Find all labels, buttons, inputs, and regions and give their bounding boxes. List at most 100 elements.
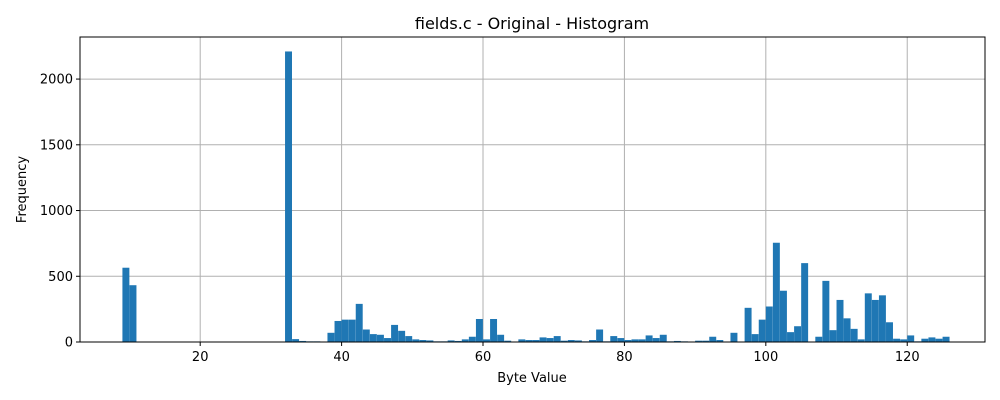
bar-50	[412, 339, 420, 342]
x-tick-label-120: 120	[895, 350, 920, 365]
bar-44	[369, 334, 377, 342]
bar-56	[454, 340, 462, 342]
bar-62	[497, 334, 505, 342]
bar-97	[744, 307, 752, 342]
bar-95	[730, 332, 738, 342]
bar-57	[461, 339, 469, 342]
bar-104	[794, 326, 802, 342]
y-tick-label-2000: 2000	[40, 73, 73, 88]
bar-66	[525, 340, 533, 342]
bar-33	[292, 339, 300, 342]
x-tick-label-80: 80	[616, 350, 633, 365]
bar-110	[836, 299, 844, 342]
bar-81	[631, 339, 639, 342]
bar-108	[822, 280, 830, 342]
x-tick-label-100: 100	[753, 350, 778, 365]
bar-49	[405, 336, 413, 342]
bar-92	[709, 336, 717, 342]
bar-45	[376, 334, 384, 342]
bar-115	[871, 299, 879, 342]
bar-102	[779, 290, 787, 342]
bar-68	[539, 337, 547, 342]
axis-ticks: 20 40 60 80 100 120 0 500 1000 1500 2000	[40, 73, 920, 365]
bar-60	[483, 339, 490, 342]
bar-100	[765, 306, 773, 342]
bar-83	[645, 335, 653, 342]
bar-112	[850, 328, 858, 342]
bar-113	[857, 339, 865, 342]
bar-55	[447, 340, 455, 342]
bar-63	[504, 340, 512, 342]
y-tick-label-1000: 1000	[40, 204, 73, 219]
bar-103	[787, 332, 794, 342]
histogram-bars	[122, 51, 950, 342]
bar-105	[801, 263, 809, 342]
bar-87	[673, 340, 681, 342]
bar-73	[574, 340, 582, 342]
bar-32	[285, 51, 292, 342]
bar-118	[893, 338, 901, 342]
y-tick-label-0: 0	[65, 336, 73, 351]
bar-98	[751, 334, 759, 342]
bar-67	[532, 340, 540, 342]
bar-61	[490, 318, 498, 342]
bar-111	[843, 318, 851, 342]
chart-title: fields.c - Original - Histogram	[415, 14, 649, 33]
bar-82	[638, 339, 646, 342]
y-tick-label-1500: 1500	[40, 138, 73, 153]
bar-58	[468, 336, 476, 342]
bar-79	[617, 338, 625, 342]
bar-116	[878, 295, 886, 342]
grid-lines	[80, 37, 985, 343]
bar-124	[935, 338, 943, 342]
bar-84	[652, 338, 660, 342]
bar-71	[560, 340, 568, 342]
bar-42	[355, 303, 363, 342]
bar-109	[829, 330, 837, 342]
bar-122	[921, 338, 929, 342]
bar-52	[426, 340, 434, 342]
bar-85	[659, 334, 667, 342]
bar-101	[772, 242, 780, 342]
bar-93	[716, 340, 724, 342]
bar-80	[624, 340, 632, 342]
bar-39	[334, 320, 342, 342]
bar-76	[596, 329, 604, 342]
bar-107	[815, 336, 823, 342]
bar-125	[942, 336, 950, 342]
y-axis-label: Frequency	[15, 156, 30, 223]
x-tick-label-40: 40	[333, 350, 350, 365]
bar-47	[391, 324, 399, 342]
bar-75	[589, 340, 597, 342]
bar-46	[384, 338, 391, 342]
bar-123	[928, 337, 936, 342]
bar-65	[518, 339, 526, 342]
bar-69	[546, 338, 554, 342]
bar-43	[362, 329, 370, 342]
x-tick-label-60: 60	[475, 350, 492, 365]
bar-78	[610, 336, 618, 342]
bar-34	[299, 340, 307, 342]
bar-70	[553, 336, 561, 342]
bar-117	[886, 322, 893, 342]
x-tick-label-20: 20	[192, 350, 209, 365]
bar-114	[864, 293, 872, 342]
x-axis-label: Byte Value	[497, 371, 567, 386]
bar-10	[129, 285, 137, 342]
bar-72	[567, 340, 575, 342]
bar-59	[475, 318, 483, 342]
bar-38	[327, 332, 335, 342]
bar-41	[348, 319, 356, 342]
bar-51	[419, 340, 427, 342]
bar-91	[702, 340, 710, 342]
bar-40	[341, 319, 349, 342]
bar-48	[398, 330, 406, 342]
plot-area	[79, 36, 986, 343]
bar-119	[900, 339, 908, 342]
bar-90	[695, 340, 703, 342]
bar-99	[758, 319, 766, 342]
bar-120	[907, 335, 915, 342]
bar-9	[122, 267, 130, 342]
y-tick-label-500: 500	[48, 270, 73, 285]
